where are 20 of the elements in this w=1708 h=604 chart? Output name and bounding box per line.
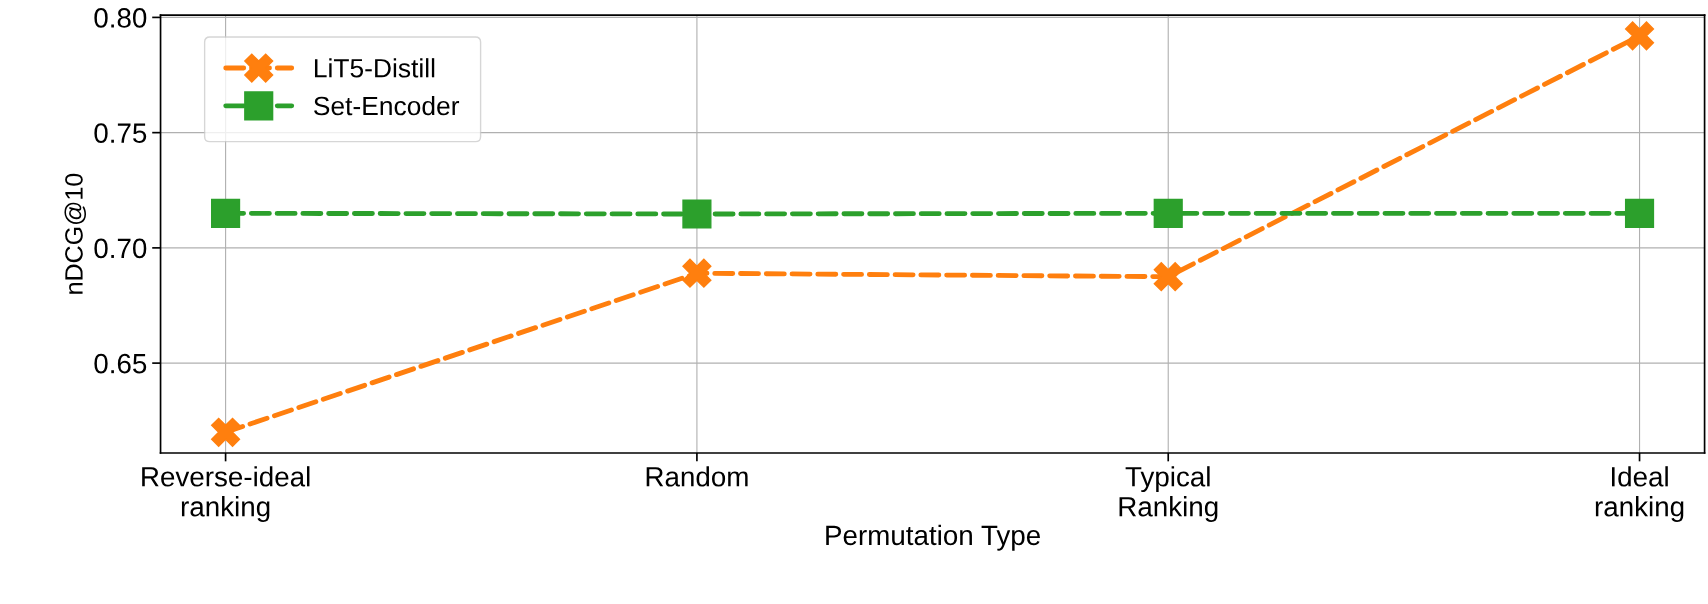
legend-label: Set-Encoder (314, 95, 460, 116)
y-tick-label: 0.70 (94, 238, 147, 259)
y-tick-label: 0.65 (94, 353, 147, 374)
point (1624, 198, 1655, 228)
y-tick-label: 0.75 (94, 123, 147, 143)
point (211, 198, 241, 228)
x-tick-label: Random (646, 466, 748, 487)
point (1624, 21, 1655, 51)
x-tick-label: Ideal ranking (1595, 466, 1684, 523)
point (682, 199, 712, 229)
x-tick-label: Typical Ranking (1119, 466, 1218, 523)
point (682, 258, 712, 288)
y-axis-title: nDCG@10 (64, 173, 87, 294)
y-tick-label: 0.80 (94, 8, 147, 28)
point (1153, 198, 1183, 228)
legend-label: LiT5-Distill (314, 58, 435, 78)
point (1153, 262, 1183, 292)
x-axis-title: Permutation Type (826, 524, 1040, 551)
point (211, 417, 241, 447)
x-tick-label: Reverse-ideal ranking (142, 466, 310, 523)
